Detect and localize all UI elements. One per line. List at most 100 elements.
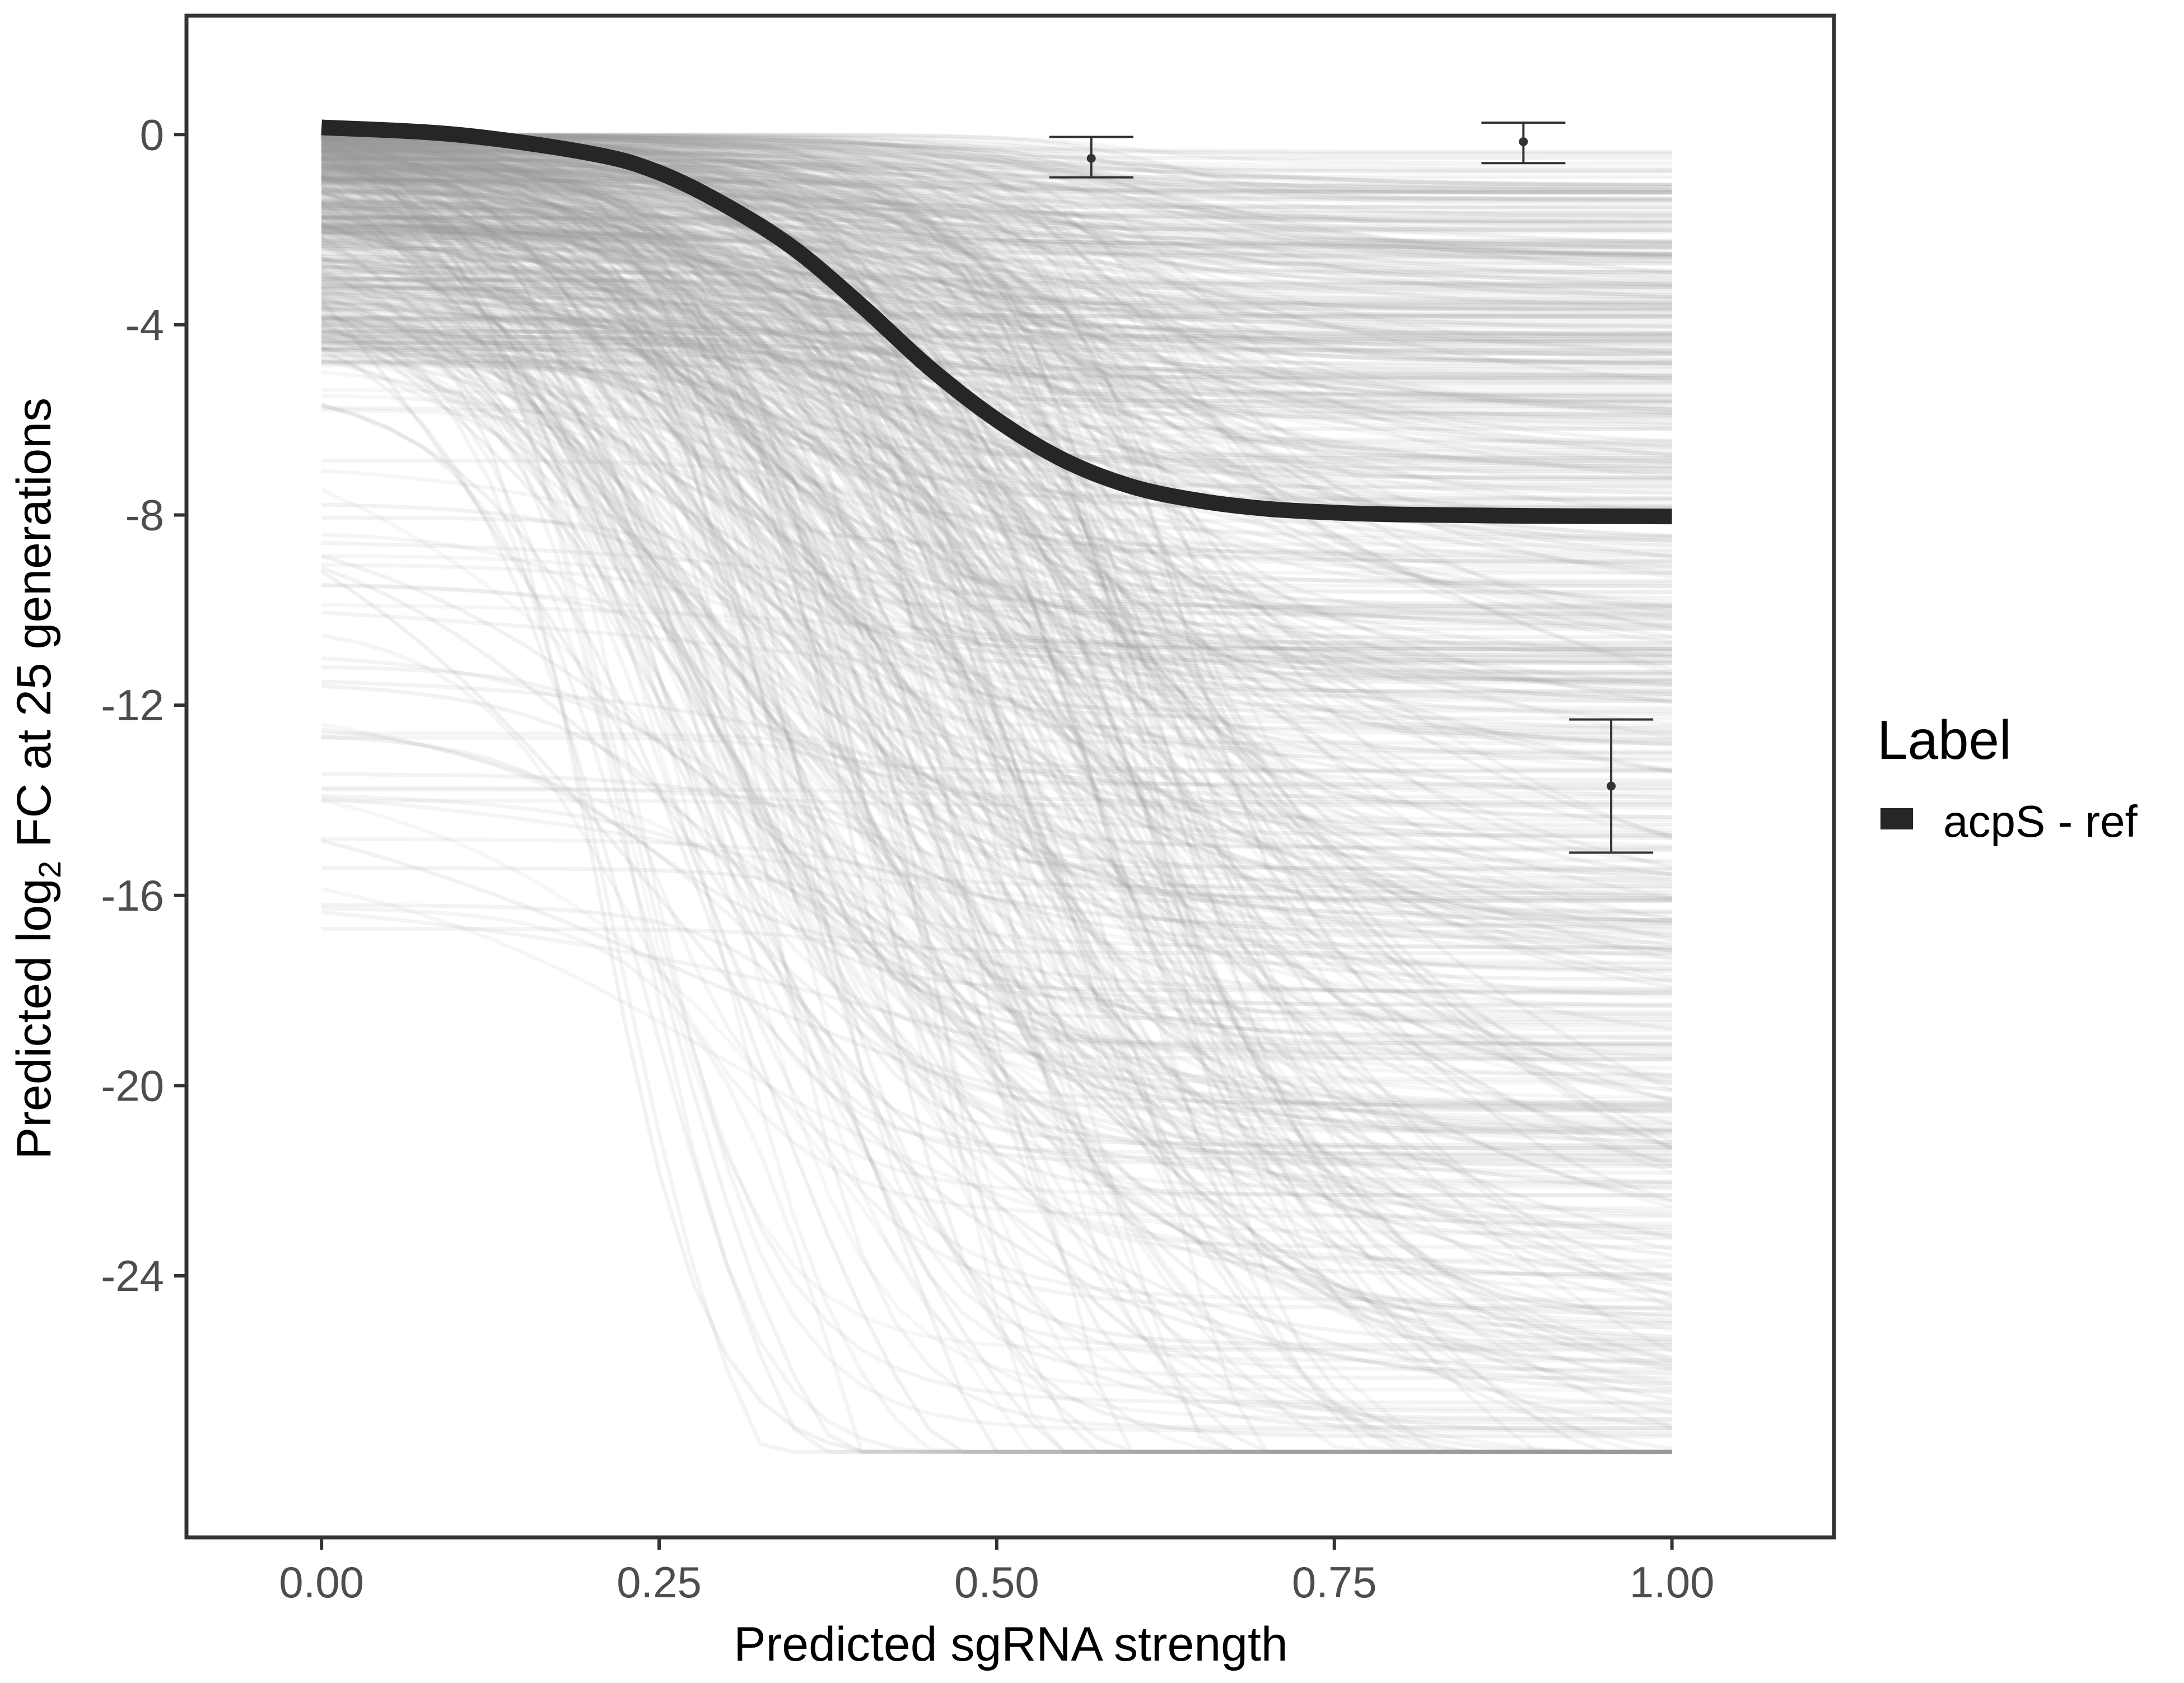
posterior-curve xyxy=(321,177,1672,444)
posterior-curve xyxy=(321,286,1672,482)
y-axis-title: Predicted log2 FC at 25 generations xyxy=(7,398,67,1159)
posterior-curve xyxy=(321,166,1672,1009)
y-tick-label: -24 xyxy=(101,1251,164,1300)
posterior-curve xyxy=(321,148,1672,799)
posterior-curve xyxy=(321,149,1673,1151)
posterior-curve xyxy=(321,132,1672,202)
posterior-curve xyxy=(321,297,1672,485)
posterior-curve xyxy=(321,133,1672,447)
posterior-curve xyxy=(321,330,1672,575)
posterior-curve xyxy=(320,254,1672,1008)
posterior-curve xyxy=(321,262,1672,609)
plot-panel-border xyxy=(184,13,1836,1540)
posterior-curve xyxy=(321,265,1672,463)
posterior-curve xyxy=(321,150,1673,638)
posterior-curve xyxy=(321,138,1673,1204)
posterior-curve xyxy=(321,292,1672,663)
posterior-curve xyxy=(321,138,1672,959)
posterior-curve xyxy=(321,229,1672,329)
posterior-curve xyxy=(321,166,1672,651)
posterior-curve xyxy=(321,160,1672,489)
posterior-curve xyxy=(321,174,1672,1376)
posterior-curve xyxy=(321,168,1672,600)
posterior-curve xyxy=(321,172,1672,1024)
posterior-curve xyxy=(321,285,1672,305)
legend: Label acpS - ref xyxy=(1877,709,2138,846)
posterior-curve xyxy=(321,405,1672,502)
posterior-curve xyxy=(321,152,1672,173)
posterior-curve xyxy=(320,204,1672,1058)
posterior-curve xyxy=(321,134,1673,1332)
posterior-curve xyxy=(321,295,1672,1454)
posterior-curve xyxy=(321,251,1672,594)
posterior-curve xyxy=(321,290,1672,398)
posterior-curve xyxy=(320,311,1672,1197)
posterior-curve xyxy=(321,887,1672,1269)
posterior-curve xyxy=(321,223,1672,754)
posterior-curve xyxy=(320,171,1673,1298)
posterior-curve xyxy=(321,170,1672,552)
posterior-curve xyxy=(321,180,1672,1061)
posterior-curve xyxy=(321,207,1672,366)
posterior-curve xyxy=(321,177,1673,740)
posterior-curve xyxy=(321,144,1672,1112)
posterior-curve xyxy=(321,133,1672,684)
posterior-curve xyxy=(321,169,1672,1047)
posterior-curve xyxy=(321,292,1672,1006)
posterior-curve xyxy=(321,144,1673,1202)
posterior-curve xyxy=(321,165,1673,1388)
posterior-curve xyxy=(321,222,1672,687)
posterior-curve xyxy=(321,163,1672,615)
posterior-curve xyxy=(321,166,1672,209)
posterior-curve xyxy=(321,242,1672,610)
posterior-curve xyxy=(321,153,1672,287)
posterior-curve xyxy=(321,179,1672,247)
posterior-curve xyxy=(321,164,1672,259)
posterior-curve xyxy=(321,153,1672,395)
posterior-curve xyxy=(320,174,1673,1287)
posterior-curve xyxy=(321,216,1672,337)
posterior-curve xyxy=(321,215,1672,424)
posterior-curve xyxy=(321,312,1672,567)
posterior-curve xyxy=(320,183,1673,1415)
posterior-curve xyxy=(320,172,1672,747)
posterior-curve xyxy=(321,172,1672,219)
posterior-curve xyxy=(321,143,1672,339)
posterior-curve xyxy=(321,772,1672,902)
posterior-curve xyxy=(321,215,1672,412)
posterior-curve xyxy=(321,157,1672,464)
posterior-curve xyxy=(320,307,1672,1454)
posterior-curve xyxy=(321,309,1672,1454)
posterior-curve xyxy=(321,357,1673,1175)
posterior-curve xyxy=(321,209,1672,735)
posterior-curve xyxy=(321,324,1672,627)
posterior-curve xyxy=(321,633,1672,1218)
posterior-curve xyxy=(321,280,1672,1330)
posterior-curve xyxy=(321,235,1672,922)
posterior-curve xyxy=(321,276,1672,1047)
posterior-curve xyxy=(321,251,1672,479)
posterior-curve xyxy=(321,186,1672,1104)
posterior-curve xyxy=(321,143,1673,631)
posterior-curve xyxy=(321,257,1672,1092)
posterior-curve xyxy=(321,133,1672,250)
posterior-curve xyxy=(321,134,1672,1138)
posterior-curve xyxy=(321,132,1672,288)
posterior-curve xyxy=(321,197,1672,346)
posterior-curve xyxy=(321,147,1672,216)
posterior-curve xyxy=(321,603,1672,666)
posterior-curve xyxy=(321,155,1672,693)
posterior-curve xyxy=(321,388,1672,738)
posterior-curve xyxy=(320,173,1672,1162)
posterior-curve xyxy=(321,171,1672,640)
posterior-curve xyxy=(321,179,1672,278)
posterior-curve xyxy=(321,239,1672,1060)
posterior-curve xyxy=(320,333,1673,1430)
posterior-curve xyxy=(321,226,1673,644)
posterior-curve xyxy=(321,222,1672,243)
posterior-curve xyxy=(321,215,1673,1372)
posterior-curve xyxy=(321,171,1673,1086)
posterior-curve xyxy=(321,259,1672,313)
posterior-curve xyxy=(321,167,1672,1109)
posterior-curve xyxy=(321,358,1672,381)
